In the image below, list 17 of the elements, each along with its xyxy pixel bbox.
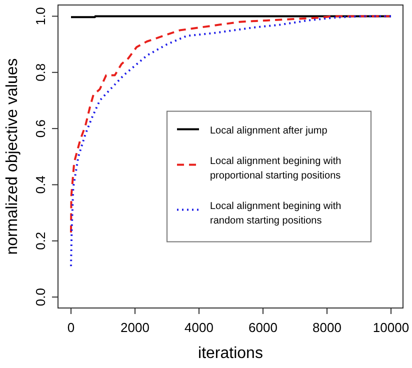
legend-label: Local alignment begining with random starting positions	[210, 200, 342, 226]
x-tick-label: 0	[67, 320, 75, 335]
x-tick-label: 10000	[372, 320, 410, 335]
legend-label: Local alignment after jump	[210, 125, 328, 136]
y-axis-title: normalized objective values	[4, 58, 21, 255]
x-axis-title: iterations	[198, 345, 263, 362]
y-tick-label: 0.0	[33, 288, 48, 306]
x-tick-label: 6000	[248, 320, 278, 335]
legend-label: Local alignment begining with proportional starting positions	[210, 156, 342, 182]
y-tick-label: 0.8	[33, 63, 48, 82]
y-tick-label: 0.4	[33, 176, 48, 194]
x-tick-label: 2000	[120, 320, 150, 335]
y-tick-label: 1.0	[33, 7, 48, 26]
y-tick-label: 0.6	[33, 120, 48, 138]
y-tick-label: 0.2	[33, 232, 48, 250]
x-tick-label: 8000	[312, 320, 342, 335]
x-tick-label: 4000	[184, 320, 214, 335]
